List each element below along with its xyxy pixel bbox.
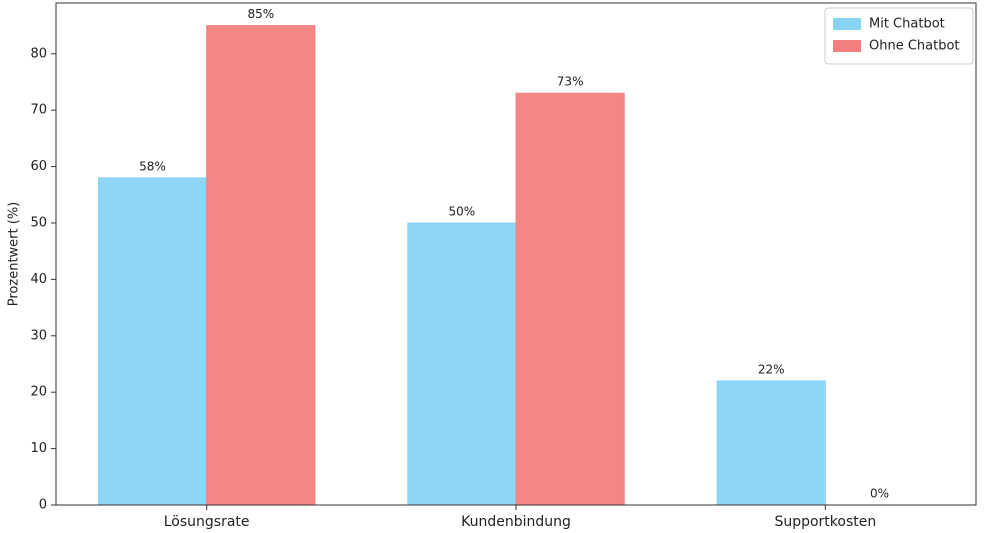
y-tick-label: 20 xyxy=(30,385,47,400)
y-tick-label: 0 xyxy=(39,498,47,513)
y-tick-label: 70 xyxy=(30,103,47,118)
value-label: 0% xyxy=(870,487,889,501)
bar xyxy=(515,92,625,506)
legend-frame xyxy=(824,7,974,65)
y-tick-label: 40 xyxy=(30,272,47,287)
legend: Mit Chatbot Ohne Chatbot xyxy=(824,7,974,65)
y-tick-label: 10 xyxy=(30,441,47,456)
bar xyxy=(407,222,517,506)
plot-frame xyxy=(55,2,977,506)
value-label: 85% xyxy=(247,7,274,21)
value-label: 50% xyxy=(449,204,476,218)
legend-label: Mit Chatbot xyxy=(869,17,945,32)
legend-swatch xyxy=(833,18,861,30)
value-label: 73% xyxy=(557,75,584,89)
x-tick-label: Supportkosten xyxy=(774,514,876,530)
y-axis-label: Prozentwert (%) xyxy=(7,202,22,306)
value-label: 58% xyxy=(139,159,166,173)
y-tick-label: 30 xyxy=(30,328,47,343)
y-tick-label: 50 xyxy=(30,215,47,230)
legend-label: Ohne Chatbot xyxy=(869,39,960,54)
y-tick-label: 80 xyxy=(30,46,47,61)
bar xyxy=(97,177,208,506)
bar xyxy=(206,25,316,506)
x-tick-label: Kundenbindung xyxy=(461,514,571,530)
legend-swatch xyxy=(833,40,861,52)
x-tick-label: Lösungsrate xyxy=(164,514,250,530)
y-tick-label: 60 xyxy=(30,159,47,174)
bar xyxy=(716,380,826,506)
value-label: 22% xyxy=(758,362,785,376)
